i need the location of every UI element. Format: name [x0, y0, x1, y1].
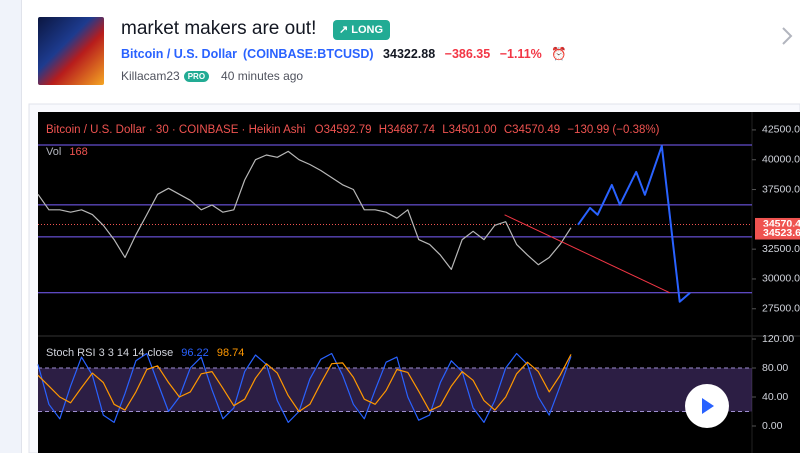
alarm-icon[interactable]: ⏰: [551, 47, 567, 61]
long-badge: ↗ LONG: [333, 20, 391, 40]
idea-title[interactable]: market makers are out!: [121, 18, 317, 39]
legend-text: Bitcoin / U.S. Dollar · 30 · COINBASE · …: [46, 124, 660, 136]
y-tick-label: 120.00: [762, 333, 794, 345]
sidebar-strip: [0, 0, 22, 453]
symbol-row: Bitcoin / U.S. Dollar (COINBASE:BTCUSD) 3…: [121, 47, 573, 62]
author-row: Killacam23 PRO 40 minutes ago: [121, 69, 303, 83]
price-label-box: [755, 226, 800, 240]
price-change: −386.35: [444, 47, 491, 61]
pro-badge: PRO: [183, 71, 210, 82]
stoch-d-value: 98.74: [217, 347, 245, 359]
legend-close: C34570.49: [504, 124, 560, 136]
symbol-code[interactable]: (COINBASE:BTCUSD): [243, 47, 374, 61]
y-tick-label: 32500.00: [762, 243, 800, 255]
volume-label: Vol: [46, 146, 61, 158]
price-pane: 42500.00 40000.00 37500.00 32500.00 30000.00…: [37, 124, 800, 315]
legend-change: −130.99 (−0.38%): [567, 124, 659, 136]
y-tick-label: 40.00: [762, 391, 788, 403]
time-ago: 40 minutes ago: [221, 69, 304, 83]
y-tick-label: 30000.00: [762, 273, 800, 285]
next-arrow[interactable]: [782, 27, 793, 45]
series-line: [37, 352, 572, 423]
y-tick-label: 0.00: [762, 420, 783, 432]
y-tick-label: 42500.00: [762, 124, 800, 136]
series-line: [577, 144, 691, 303]
volume-legend: Vol 168: [46, 146, 88, 158]
volume-value: 168: [69, 146, 87, 158]
y-tick-label: 27500.00: [762, 303, 800, 315]
symbol-name[interactable]: Bitcoin / U.S. Dollar: [121, 47, 237, 61]
chart-background: [38, 112, 800, 453]
legend-low: L34501.00: [442, 124, 496, 136]
last-price: 34322.88: [383, 47, 436, 61]
legend-name: Bitcoin / U.S. Dollar · 30 · COINBASE · …: [46, 124, 305, 136]
price-label: 34523.6: [763, 227, 800, 239]
price-change-pct: −1.11%: [499, 47, 542, 61]
play-icon: [702, 398, 714, 414]
legend-open: O34592.79: [315, 124, 372, 136]
legend-high: H34687.74: [379, 124, 436, 136]
avatar[interactable]: [38, 17, 104, 85]
series-line: [37, 354, 572, 413]
y-tick-label: 80.00: [762, 362, 788, 374]
series-line: [37, 150, 572, 270]
stoch-band: [38, 368, 752, 412]
stoch-legend: Stoch RSI 3 3 14 14 close 96.22 98.74: [46, 347, 244, 359]
y-tick-label: 37500.00: [762, 183, 800, 195]
y-tick-label: 40000.00: [762, 154, 800, 166]
badge-text: LONG: [351, 24, 384, 36]
stoch-label: Stoch RSI 3 3 14 14 close: [46, 347, 173, 359]
series-line: [504, 214, 671, 294]
author[interactable]: Killacam23: [121, 69, 180, 83]
stoch-pane: 120.00 80.00 40.00 0.00: [37, 333, 794, 432]
stoch-k-value: 96.22: [181, 347, 209, 359]
